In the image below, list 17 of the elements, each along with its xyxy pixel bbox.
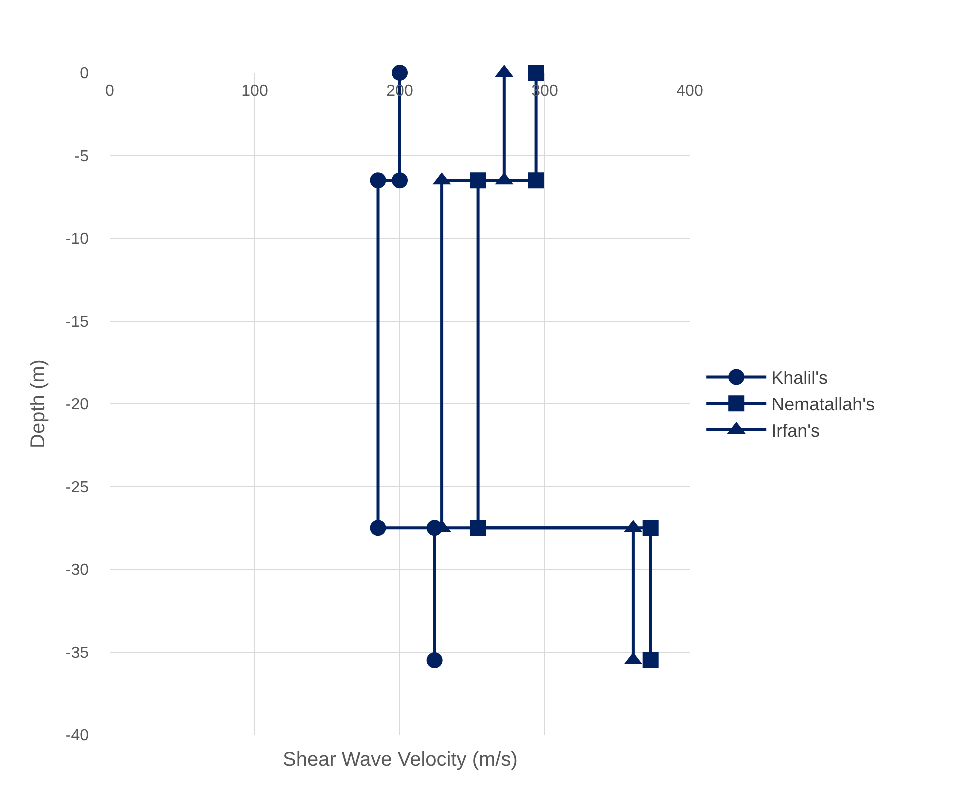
y-tick-label: 0 bbox=[80, 66, 90, 83]
y-tick-label: -10 bbox=[66, 231, 90, 248]
x-axis-title: Shear Wave Velocity (m/s) bbox=[283, 749, 518, 771]
x-tick-label: 0 bbox=[106, 83, 115, 100]
y-tick-label: -15 bbox=[66, 314, 90, 331]
y-tick-label: -40 bbox=[66, 728, 90, 745]
legend-label: Nematallah's bbox=[772, 394, 876, 415]
y-tick-label: -30 bbox=[66, 562, 90, 580]
y-tick-label: -5 bbox=[74, 148, 90, 166]
x-tick-label: 100 bbox=[242, 83, 268, 100]
y-axis-title: Depth (m) bbox=[27, 360, 50, 448]
y-tick-label: -20 bbox=[66, 396, 90, 414]
legend-label: Irfan's bbox=[772, 421, 820, 442]
y-tick-label: -25 bbox=[66, 479, 90, 496]
y-tick-label: -35 bbox=[66, 644, 90, 662]
legend-label: Khalil's bbox=[772, 368, 828, 388]
x-tick-label: 400 bbox=[676, 83, 704, 100]
